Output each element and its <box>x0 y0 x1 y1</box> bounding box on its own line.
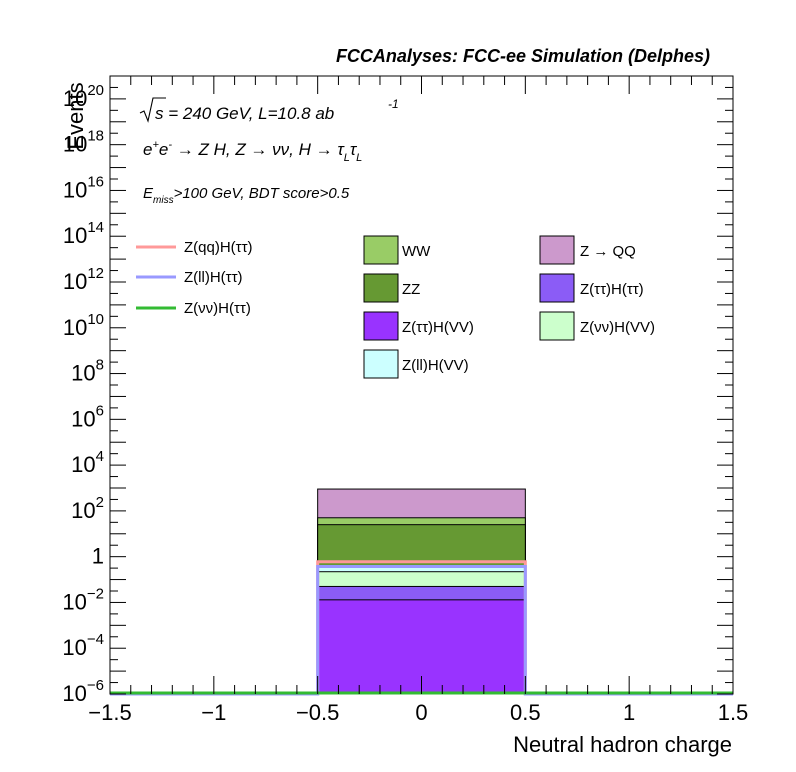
x-tick-label: 1.5 <box>718 700 749 725</box>
x-tick-label: 0.5 <box>510 700 541 725</box>
stack-bars <box>317 488 526 695</box>
svg-text:Z → QQ: Z → QQ <box>580 243 636 260</box>
svg-text:Emiss>100 GeV, BDT score>0.5: Emiss>100 GeV, BDT score>0.5 <box>143 185 350 206</box>
y-tick-label: 104 <box>71 448 104 477</box>
svg-text:Z(qq)H(ττ): Z(qq)H(ττ) <box>184 239 253 256</box>
x-tick-label: 0 <box>415 700 427 725</box>
x-tick-label: 1 <box>623 700 635 725</box>
y-tick-label: 106 <box>71 402 104 431</box>
legend-item-ztautau-htautau: Z(ττ)H(ττ) <box>539 273 644 303</box>
legend-item-zz: ZZ <box>363 273 420 303</box>
x-tick-label: −0.5 <box>296 700 339 725</box>
legend-item-z-qq: Z → QQ <box>539 235 636 265</box>
legend-item-zqq-htautau: Z(qq)H(ττ) <box>136 239 253 256</box>
svg-text:WW: WW <box>402 243 431 260</box>
svg-text:Z(ττ)H(VV): Z(ττ)H(VV) <box>402 319 474 336</box>
y-axis: 10−6 10−4 10−2 1 102 104 106 108 1010 1012 1014 101… <box>62 82 733 706</box>
x-tick-label: −1 <box>201 700 226 725</box>
y-axis-label: Events <box>63 82 88 149</box>
legend: Z(qq)H(ττ) Z(ll)H(ττ) Z(νν)H(ττ) WW ZZ Z… <box>136 235 655 379</box>
svg-text:s = 240 GeV, L=10.8 ab: s = 240 GeV, L=10.8 ab <box>155 104 334 123</box>
svg-text:-1: -1 <box>388 97 399 111</box>
legend-item-znunu-hvv: Z(νν)H(VV) <box>539 311 655 341</box>
annotation-cuts: Emiss>100 GeV, BDT score>0.5 <box>143 185 350 206</box>
y-tick-label: 10−6 <box>62 677 104 706</box>
legend-item-zll-htautau: Z(ll)H(ττ) <box>136 269 243 286</box>
legend-item-ww: WW <box>363 235 431 265</box>
y-tick-label: 102 <box>71 494 104 523</box>
y-tick-label: 108 <box>71 357 104 386</box>
y-tick-label: 1020 <box>63 82 104 111</box>
chart-title: FCCAnalyses: FCC-ee Simulation (Delphes) <box>336 46 710 66</box>
svg-text:e+e- → Z H, Z → νν, H → τLτL: e+e- → Z H, Z → νν, H → τLτL <box>143 139 362 164</box>
y-tick-label: 1016 <box>63 173 104 202</box>
svg-text:Z(νν)H(ττ): Z(νν)H(ττ) <box>184 300 251 317</box>
y-tick-label: 10−4 <box>62 631 104 660</box>
svg-text:Z(ττ)H(ττ): Z(ττ)H(ττ) <box>580 281 644 298</box>
y-tick-label: 1012 <box>63 265 104 294</box>
y-tick-label: 1014 <box>63 219 104 248</box>
annotation-energy-lumi: s = 240 GeV, L=10.8 ab -1 <box>139 97 399 123</box>
svg-text:Z(νν)H(VV): Z(νν)H(VV) <box>580 319 655 336</box>
annotation-process: e+e- → Z H, Z → νν, H → τLτL <box>143 139 362 164</box>
x-axis: −1.5 −1 −0.5 0 0.5 1 1.5 <box>88 76 748 725</box>
x-axis-label: Neutral hadron charge <box>513 732 732 757</box>
legend-item-zll-hvv: Z(ll)H(VV) <box>363 349 469 379</box>
y-tick-label: 1 <box>92 544 104 569</box>
svg-text:Z(ll)H(VV): Z(ll)H(VV) <box>402 357 469 374</box>
legend-item-znunu-htautau: Z(νν)H(ττ) <box>136 300 251 317</box>
legend-item-ztautau-hvv: Z(ττ)H(VV) <box>363 311 474 341</box>
svg-text:ZZ: ZZ <box>402 281 420 298</box>
y-tick-label: 1010 <box>63 311 104 340</box>
y-tick-label: 10−2 <box>62 585 104 614</box>
y-tick-label: 1018 <box>63 128 104 157</box>
svg-text:Z(ll)H(ττ): Z(ll)H(ττ) <box>184 269 243 286</box>
x-tick-label: −1.5 <box>88 700 131 725</box>
